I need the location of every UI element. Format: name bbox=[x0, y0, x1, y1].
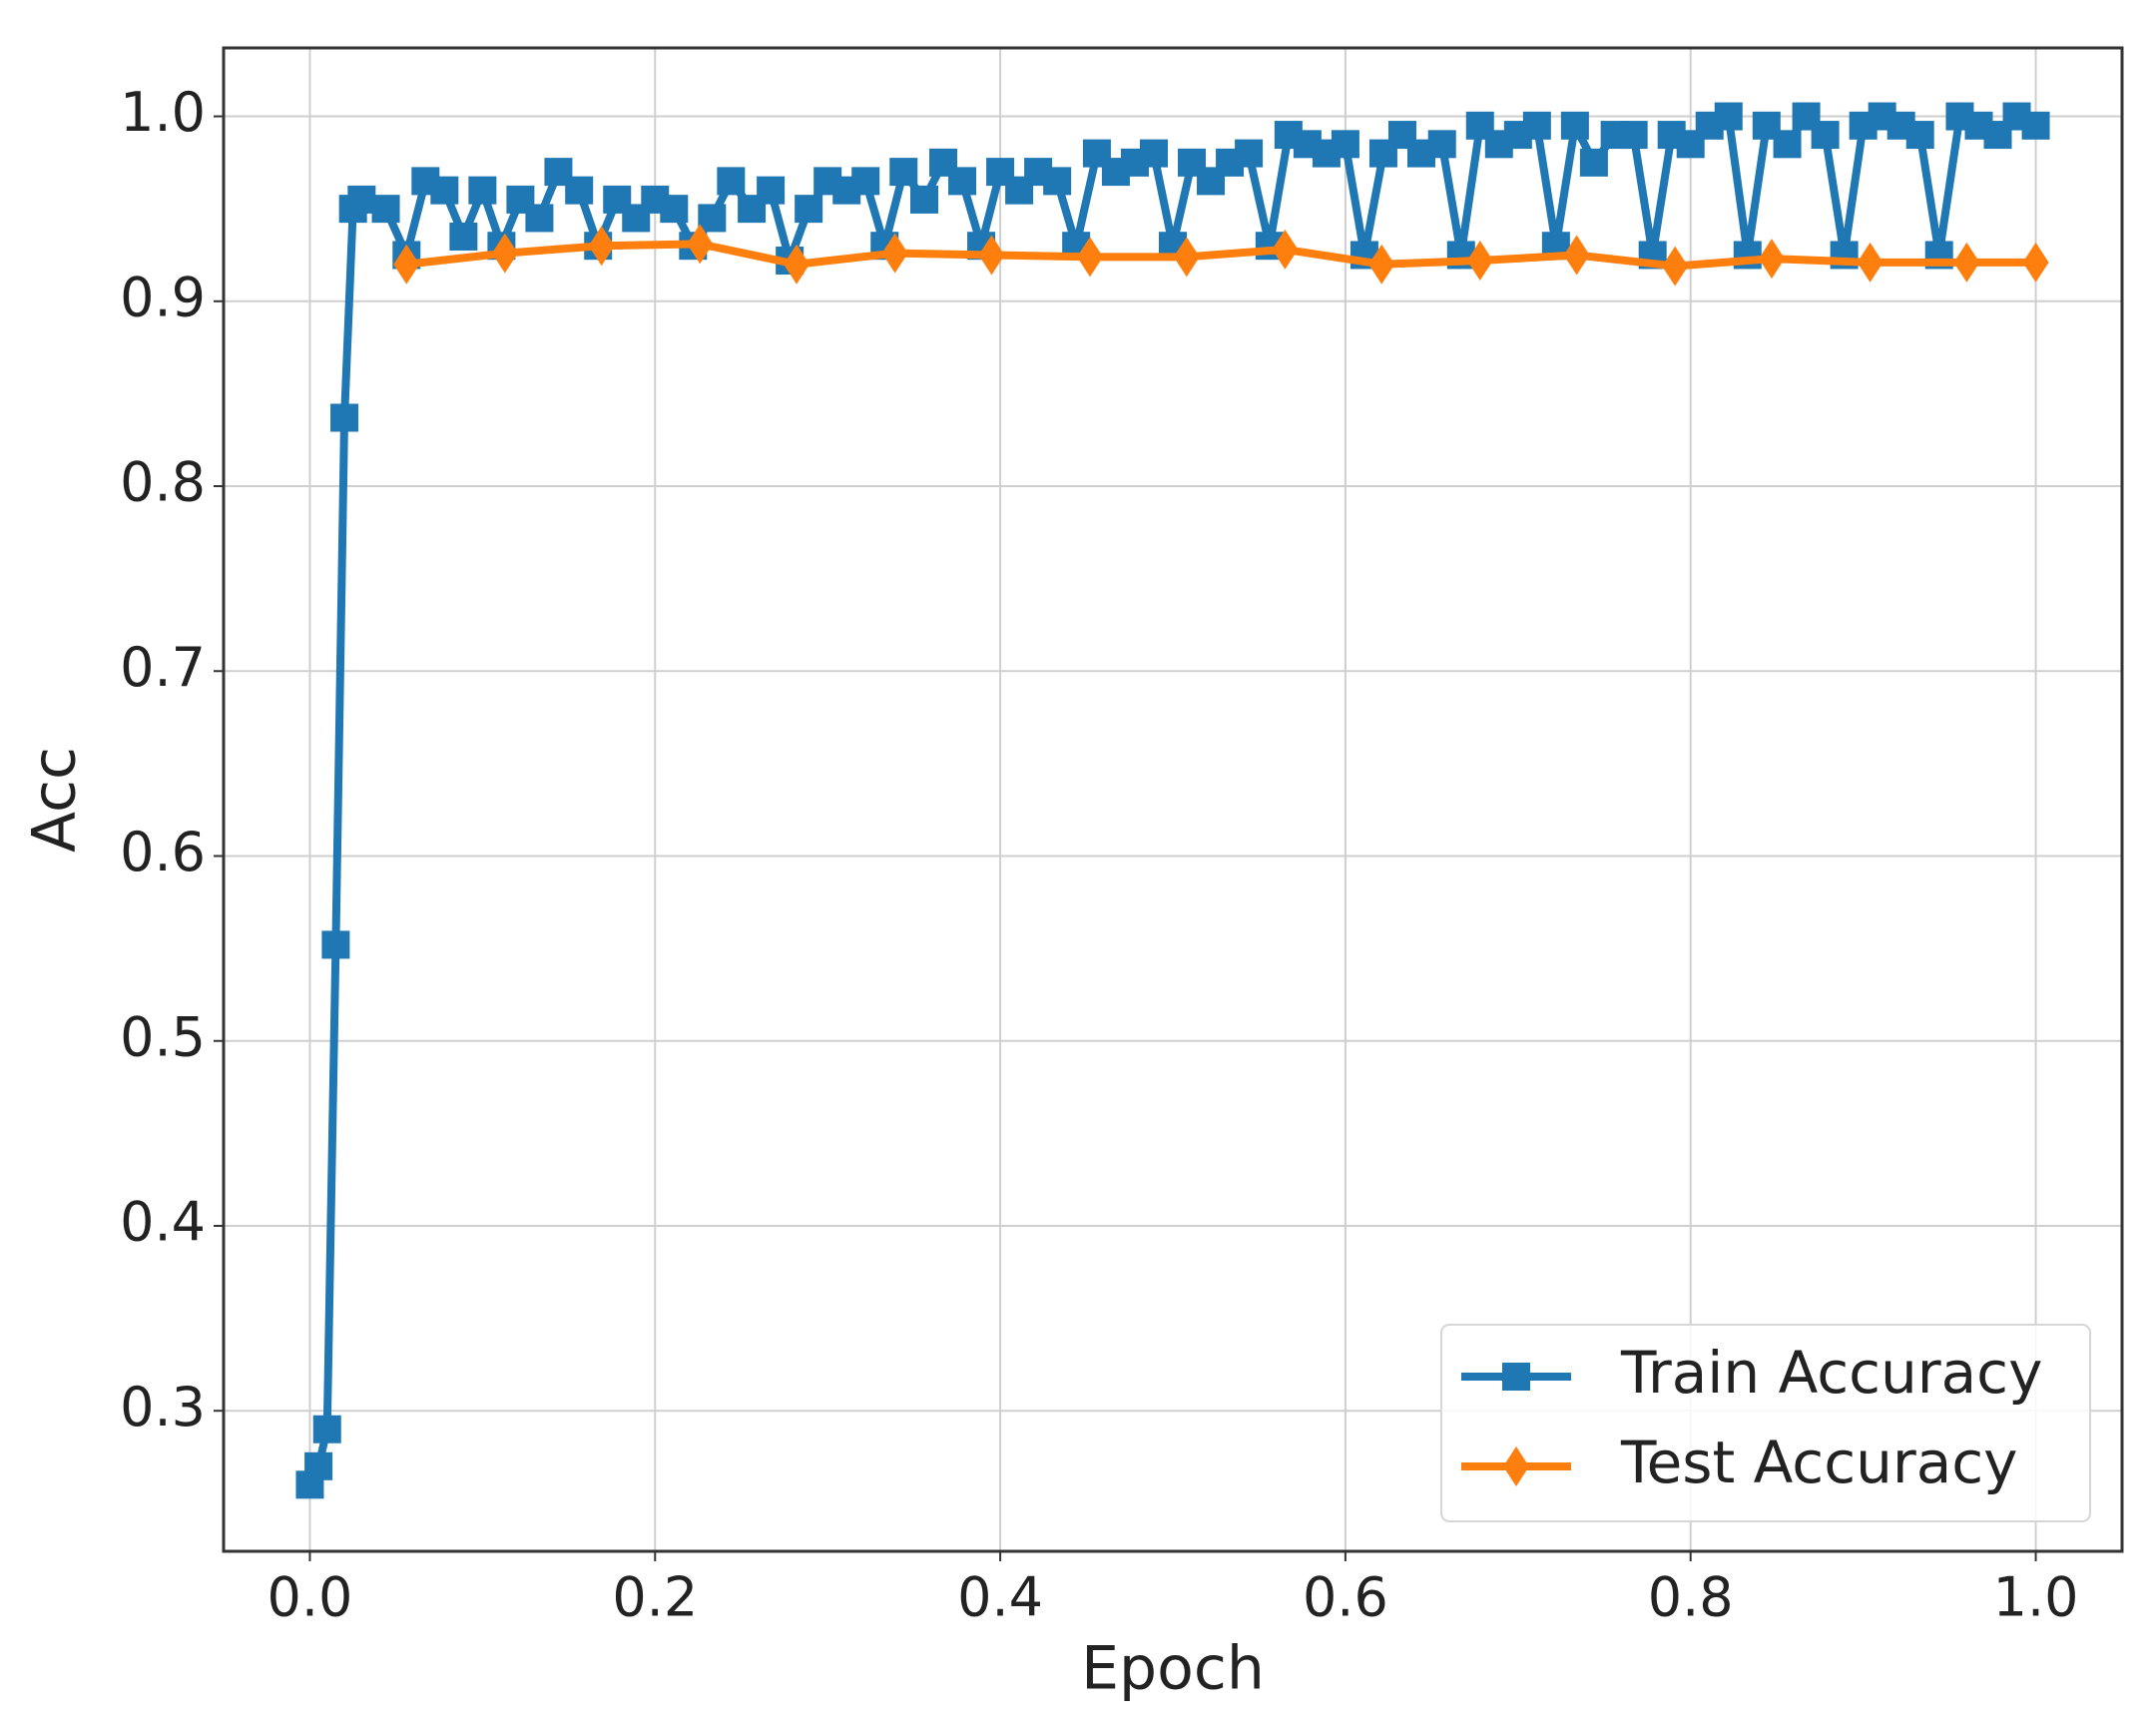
y-tick-label: 0.9 bbox=[120, 266, 206, 328]
x-axis-label: Epoch bbox=[1081, 1634, 1265, 1704]
marker bbox=[1503, 1446, 1529, 1486]
marker bbox=[660, 195, 689, 224]
marker bbox=[1579, 148, 1608, 177]
marker bbox=[881, 233, 908, 274]
x-tick-label: 0.4 bbox=[957, 1566, 1043, 1629]
marker bbox=[687, 224, 714, 265]
marker bbox=[1043, 167, 1072, 196]
marker bbox=[1235, 139, 1264, 168]
x-tick-label: 1.0 bbox=[1993, 1566, 2079, 1629]
marker bbox=[717, 167, 746, 196]
marker bbox=[1139, 139, 1168, 168]
marker bbox=[910, 185, 939, 214]
marker bbox=[321, 930, 350, 959]
marker bbox=[889, 158, 918, 187]
marker bbox=[393, 244, 420, 285]
marker bbox=[757, 176, 786, 205]
marker bbox=[1619, 121, 1648, 150]
x-tick-label: 0.8 bbox=[1648, 1566, 1734, 1629]
marker bbox=[698, 204, 727, 233]
marker bbox=[304, 1451, 333, 1480]
marker bbox=[1522, 111, 1551, 140]
series-line bbox=[405, 240, 2036, 271]
marker bbox=[1331, 130, 1359, 159]
marker bbox=[1773, 130, 1802, 159]
x-tick-label: 0.6 bbox=[1303, 1566, 1388, 1629]
marker bbox=[978, 235, 1005, 276]
marker bbox=[1905, 121, 1934, 150]
x-tick-label: 0.0 bbox=[268, 1566, 353, 1629]
marker bbox=[1714, 102, 1743, 131]
marker bbox=[330, 403, 359, 432]
marker bbox=[1811, 121, 1840, 150]
x-tick-label: 0.2 bbox=[612, 1566, 698, 1629]
y-tick-label: 0.7 bbox=[120, 636, 206, 699]
marker bbox=[525, 204, 554, 233]
marker bbox=[1662, 246, 1689, 287]
marker bbox=[1758, 239, 1785, 280]
series-line bbox=[305, 112, 2038, 1487]
y-tick-label: 0.6 bbox=[120, 821, 206, 883]
marker bbox=[449, 222, 478, 251]
marker bbox=[948, 167, 977, 196]
marker bbox=[1427, 130, 1456, 159]
legend-text: Test Accuracy bbox=[1620, 1429, 2017, 1496]
y-tick-label: 0.3 bbox=[120, 1376, 206, 1439]
marker bbox=[371, 195, 400, 224]
marker bbox=[1857, 242, 1884, 283]
marker bbox=[784, 244, 810, 285]
marker bbox=[430, 176, 459, 205]
marker bbox=[1466, 241, 1493, 282]
marker bbox=[1272, 229, 1299, 270]
marker bbox=[1563, 235, 1590, 276]
marker bbox=[565, 176, 594, 205]
legend-text: Train Accuracy bbox=[1620, 1339, 2042, 1407]
y-tick-label: 1.0 bbox=[120, 81, 206, 144]
marker bbox=[1077, 237, 1104, 278]
marker bbox=[1953, 242, 1980, 283]
y-tick-label: 0.5 bbox=[120, 1005, 206, 1068]
marker bbox=[795, 195, 823, 224]
marker bbox=[347, 185, 376, 214]
marker bbox=[1502, 1363, 1530, 1391]
marker bbox=[312, 1415, 341, 1443]
marker bbox=[1560, 111, 1589, 140]
y-tick-label: 0.4 bbox=[120, 1191, 206, 1254]
marker bbox=[1368, 244, 1395, 285]
marker bbox=[588, 226, 615, 267]
marker bbox=[1173, 237, 1200, 278]
marker bbox=[491, 233, 518, 274]
plot-frame bbox=[222, 46, 2124, 1553]
marker bbox=[468, 176, 497, 205]
marker bbox=[2021, 111, 2050, 140]
marker bbox=[851, 167, 880, 196]
marker bbox=[2022, 242, 2049, 283]
y-tick-label: 0.8 bbox=[120, 451, 206, 514]
y-axis-label: Acc bbox=[20, 747, 90, 853]
legend-box bbox=[1440, 1324, 2091, 1522]
